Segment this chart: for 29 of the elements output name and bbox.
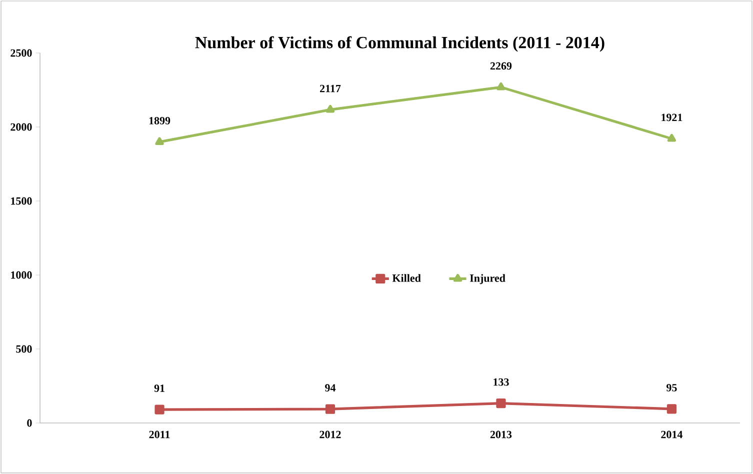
x-tick-label: 2013 (490, 430, 512, 438)
x-tick-label: 2011 (149, 430, 170, 438)
data-label: 133 (494, 378, 509, 386)
data-label: 2269 (490, 62, 512, 70)
legend-label: Killed (392, 274, 421, 282)
y-tick-label: 0 (27, 419, 32, 427)
y-tick-label: 500 (16, 345, 32, 353)
point (326, 104, 335, 113)
point (154, 404, 164, 414)
data-label: 94 (325, 384, 336, 392)
y-tick-label: 2500 (10, 49, 32, 57)
data-label: 95 (666, 384, 677, 392)
y-tick-label: 2000 (10, 123, 32, 131)
point (667, 134, 676, 142)
x-tick-label: 2014 (661, 430, 682, 438)
legend-label: Injured (470, 274, 506, 284)
data-label: 2117 (320, 84, 341, 92)
point (666, 404, 676, 414)
point (155, 137, 164, 145)
point (325, 404, 336, 414)
x-tick-label: 2012 (320, 430, 341, 438)
point (496, 398, 506, 408)
chart-title: Number of Victims of Communal Incidents (2011 - 2014) (195, 36, 604, 52)
data-label: 1921 (662, 114, 682, 122)
data-label: 91 (154, 384, 164, 392)
y-tick-label: 1000 (11, 271, 32, 279)
point (496, 82, 506, 90)
data-label: 1899 (149, 116, 170, 124)
y-tick-label: 1500 (11, 197, 32, 205)
